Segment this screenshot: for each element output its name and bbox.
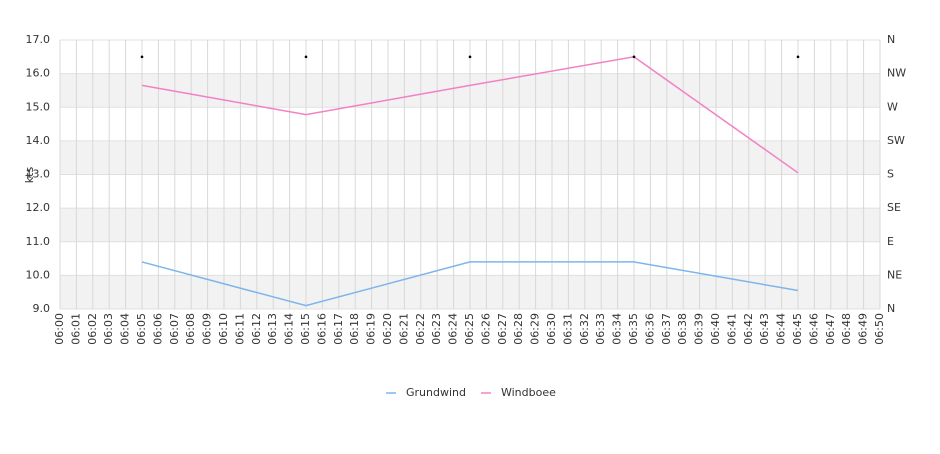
x-tick-label: 06:05 [135,313,148,345]
x-tick-label: 06:10 [217,313,230,345]
x-tick-label: 06:19 [365,313,378,345]
x-tick-label: 06:13 [266,313,279,345]
x-tick-label: 06:31 [561,313,574,345]
y-tick-label: 14.0 [26,134,51,147]
x-tick-label: 06:09 [201,313,214,345]
x-tick-label: 06:34 [611,313,624,345]
y2-tick-label: E [887,235,894,248]
x-tick-label: 06:49 [857,313,870,345]
x-tick-label: 06:26 [479,313,492,345]
x-tick-label: 06:38 [676,313,689,345]
direction-marker [304,55,308,59]
x-tick-label: 06:29 [529,313,542,345]
x-tick-label: 06:11 [233,313,246,345]
y2-tick-label: N [887,302,895,315]
y-axis-label: kts [23,167,36,184]
direction-marker [468,55,472,59]
x-tick-label: 06:06 [151,313,164,345]
x-tick-label: 06:27 [496,313,509,345]
y-tick-label: 11.0 [26,235,51,248]
y2-tick-label: S [887,168,894,181]
x-tick-label: 06:44 [775,313,788,345]
x-tick-label: 06:18 [348,313,361,345]
direction-marker [140,55,144,59]
x-tick-label: 06:07 [168,313,181,345]
y-tick-label: 9.0 [33,302,51,315]
legend-label: Grundwind [406,386,466,399]
x-tick-label: 06:24 [447,313,460,345]
x-tick-label: 06:23 [430,313,443,345]
y2-tick-label: NW [887,67,906,80]
y-tick-label: 16.0 [26,67,51,80]
x-tick-label: 06:33 [594,313,607,345]
x-tick-label: 06:22 [414,313,427,345]
x-tick-label: 06:21 [397,313,410,345]
x-tick-label: 06:47 [824,313,837,345]
x-tick-label: 06:25 [463,313,476,345]
y-tick-label: 12.0 [26,201,51,214]
x-tick-label: 06:40 [709,313,722,345]
x-tick-label: 06:46 [807,313,820,345]
y-tick-label: 13.0 [26,168,51,181]
x-tick-label: 06:17 [332,313,345,345]
x-tick-label: 06:35 [627,313,640,345]
y2-tick-label: NE [887,268,902,281]
x-tick-label: 06:41 [725,313,738,345]
x-tick-label: 06:16 [315,313,328,345]
series-line [141,261,799,307]
x-tick-label: 06:45 [791,313,804,345]
x-tick-label: 06:12 [250,313,263,345]
x-tick-label: 06:14 [283,313,296,345]
x-tick-label: 06:42 [742,313,755,345]
direction-marker [632,55,636,59]
x-tick-label: 06:20 [381,313,394,345]
x-tick-label: 06:08 [184,313,197,345]
x-tick-label: 06:02 [86,313,99,345]
x-tick-label: 06:36 [643,313,656,345]
x-tick-label: 06:48 [840,313,853,345]
x-tick-label: 06:01 [69,313,82,345]
x-tick-label: 06:30 [545,313,558,345]
y-tick-label: 17.0 [26,33,51,46]
x-tick-label: 06:39 [693,313,706,345]
x-tick-label: 06:15 [299,313,312,345]
x-tick-label: 06:37 [660,313,673,345]
x-tick-label: 06:32 [578,313,591,345]
x-tick-label: 06:04 [119,313,132,345]
x-tick-label: 06:00 [53,313,66,345]
y2-tick-label: SW [887,134,905,147]
y-tick-label: 15.0 [26,100,51,113]
x-tick-label: 06:50 [873,313,886,345]
y-tick-label: 10.0 [26,268,51,281]
y2-tick-label: W [887,100,898,113]
x-tick-label: 06:43 [758,313,771,345]
series-line [141,56,799,174]
x-tick-label: 06:28 [512,313,525,345]
direction-marker [796,55,800,59]
x-tick-label: 06:03 [102,313,115,345]
legend-label: Windboee [501,386,556,399]
y2-tick-label: SE [887,201,901,214]
y2-tick-label: N [887,33,895,46]
